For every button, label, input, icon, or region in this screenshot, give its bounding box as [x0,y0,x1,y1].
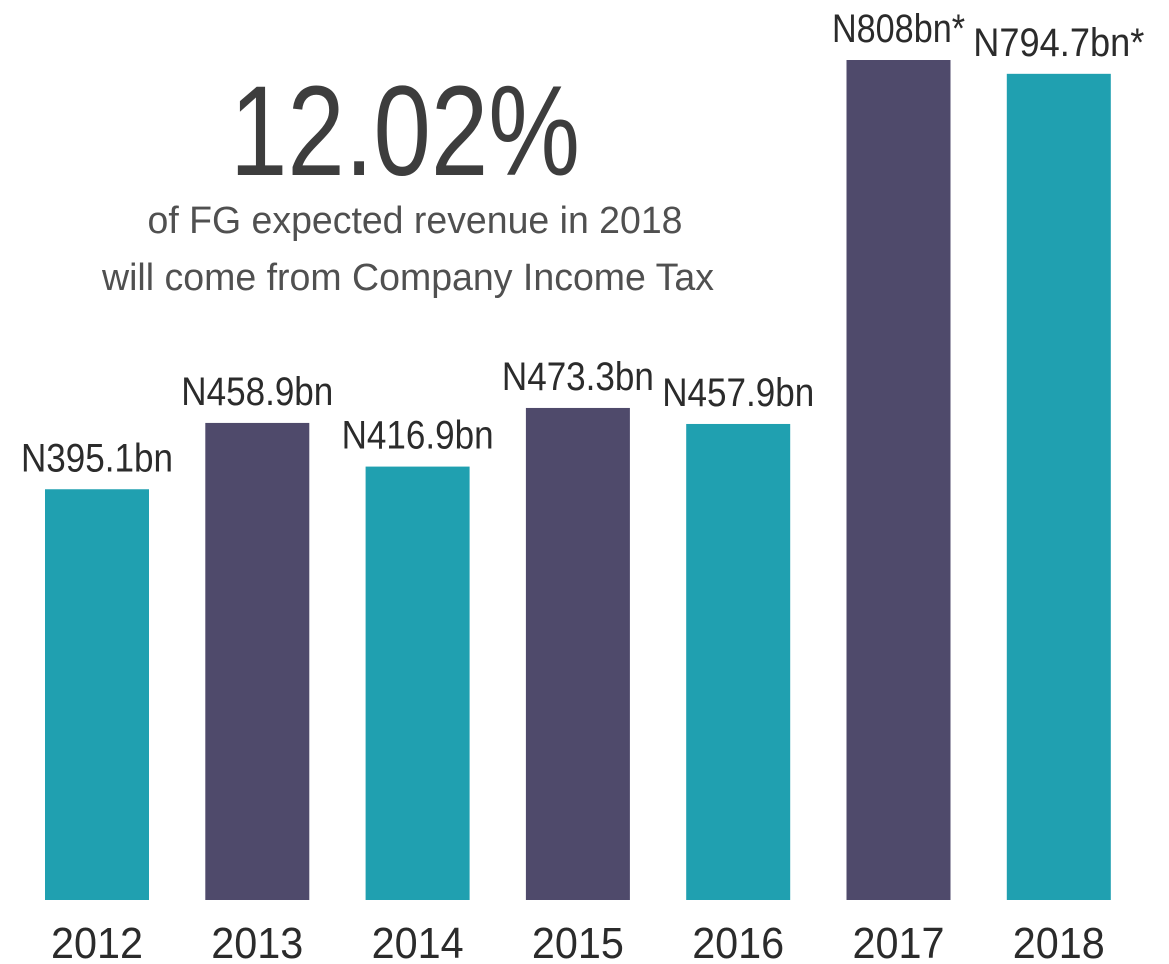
bar [525,407,630,900]
x-tick-label: 2017 [853,919,945,964]
value-label: N794.7bn* [973,21,1144,65]
bar [686,423,791,900]
headline: 12.02% [230,60,580,203]
x-tick-label: 2018 [1013,919,1105,964]
value-label: N395.1bn [21,436,173,480]
value-label: N473.3bn [502,355,654,399]
value-label: N416.9bn [342,414,494,458]
bar [846,60,951,900]
bar [205,422,310,900]
x-tick-label: 2016 [692,919,784,964]
value-label: N457.9bn [662,371,814,415]
x-tick-label: 2015 [532,919,624,964]
x-tick-label: 2014 [372,919,464,964]
x-tick-label: 2013 [211,919,303,964]
bar [365,466,470,900]
x-tick-label: 2012 [51,919,143,964]
bar [1006,73,1111,901]
value-label: N808bn* [832,7,965,51]
bar [45,489,149,900]
note-line: of FG expected revenue in 2018 [148,200,683,242]
value-label: N458.9bn [181,370,333,414]
note-line: will come from Company Income Tax [101,257,714,299]
